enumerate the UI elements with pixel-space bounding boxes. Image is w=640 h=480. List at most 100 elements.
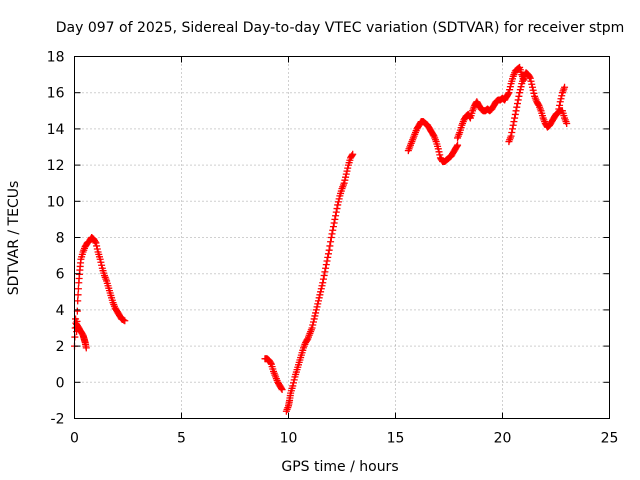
data-point [435, 148, 443, 156]
data-point [331, 215, 339, 223]
data-point [563, 119, 571, 127]
y-tick-label: 2 [56, 339, 65, 355]
data-point [321, 268, 329, 276]
data-point [429, 131, 437, 139]
data-point [320, 272, 328, 280]
data-point [534, 100, 542, 108]
x-tick-label: 0 [70, 431, 79, 447]
data-point [314, 297, 322, 305]
data-point [334, 198, 342, 206]
data-point [466, 113, 474, 121]
data-series-2 [73, 320, 90, 352]
data-point [526, 74, 534, 82]
data-point [511, 110, 519, 118]
y-tick-label: 16 [47, 86, 65, 102]
data-series-3 [261, 355, 286, 394]
data-point [312, 306, 320, 314]
data-point [324, 253, 332, 261]
data-point [310, 315, 318, 323]
data-point [316, 291, 324, 299]
data-point [322, 264, 330, 272]
data-point [309, 318, 317, 326]
data-series-7 [505, 69, 571, 146]
data-point [555, 105, 563, 113]
data-point [91, 238, 99, 246]
data-point [330, 219, 338, 227]
data-point [335, 195, 343, 203]
data-point [558, 92, 566, 100]
data-point [277, 384, 285, 392]
data-point [98, 261, 106, 269]
data-point [314, 300, 322, 308]
data-point [454, 141, 462, 149]
data-point [318, 282, 326, 290]
data-point [505, 89, 513, 97]
data-point [327, 234, 335, 241]
data-point [334, 201, 342, 209]
data-point [93, 242, 101, 250]
data-point [344, 164, 352, 172]
data-point [342, 173, 350, 181]
axis-ticks: 0 5 10 15 20 25 -2 0 2 4 6 8 10 12 14 16 18 [47, 50, 619, 447]
data-point [508, 125, 516, 133]
data-point [436, 151, 444, 159]
data-point [311, 312, 319, 320]
data-point [516, 89, 524, 97]
y-tick-label: 14 [47, 122, 65, 138]
data-point [327, 238, 335, 246]
data-point [332, 208, 340, 216]
data-point [342, 170, 350, 178]
data-point [74, 297, 82, 305]
data-point [527, 77, 535, 85]
data-point [322, 261, 330, 269]
y-tick-label: 6 [56, 267, 65, 283]
y-tick-label: 12 [47, 158, 65, 174]
data-point [515, 92, 523, 100]
data-point [74, 285, 82, 293]
data-point [328, 230, 336, 238]
data-point [92, 239, 100, 247]
data-point [510, 118, 518, 126]
data-series-5 [404, 118, 462, 165]
data-point [73, 307, 81, 315]
data-point [556, 101, 564, 109]
data-point [332, 212, 340, 220]
y-tick-label: -2 [51, 412, 65, 428]
y-tick-label: 8 [56, 231, 65, 247]
data-point [508, 129, 516, 137]
data-point [267, 359, 275, 367]
grid [74, 56, 610, 419]
data-point [343, 167, 351, 175]
x-tick-label: 5 [177, 431, 186, 447]
data-point [308, 324, 316, 332]
data-point [513, 103, 521, 111]
data-point [341, 176, 349, 184]
data-series-4 [282, 150, 357, 415]
data-point [317, 285, 325, 293]
data-point [121, 317, 129, 325]
data-point [513, 100, 521, 108]
data-point [526, 73, 534, 81]
data-point [453, 142, 461, 150]
y-tick-label: 10 [47, 194, 65, 210]
data-point [530, 89, 538, 97]
data-point [326, 242, 334, 250]
data-point [303, 336, 311, 344]
data-point [434, 145, 442, 153]
data-point [514, 96, 522, 104]
data-point [325, 246, 333, 254]
data-point [278, 386, 286, 394]
data-point [319, 279, 327, 287]
data-point [511, 114, 519, 122]
data-point [516, 86, 524, 94]
data-point [96, 255, 104, 263]
data-point [290, 376, 298, 384]
data-point [329, 223, 337, 231]
data-point [529, 86, 537, 94]
data-point [554, 109, 562, 117]
data-point [82, 344, 90, 352]
data-point [329, 226, 337, 234]
data-point [509, 121, 517, 129]
data-point [323, 257, 331, 265]
